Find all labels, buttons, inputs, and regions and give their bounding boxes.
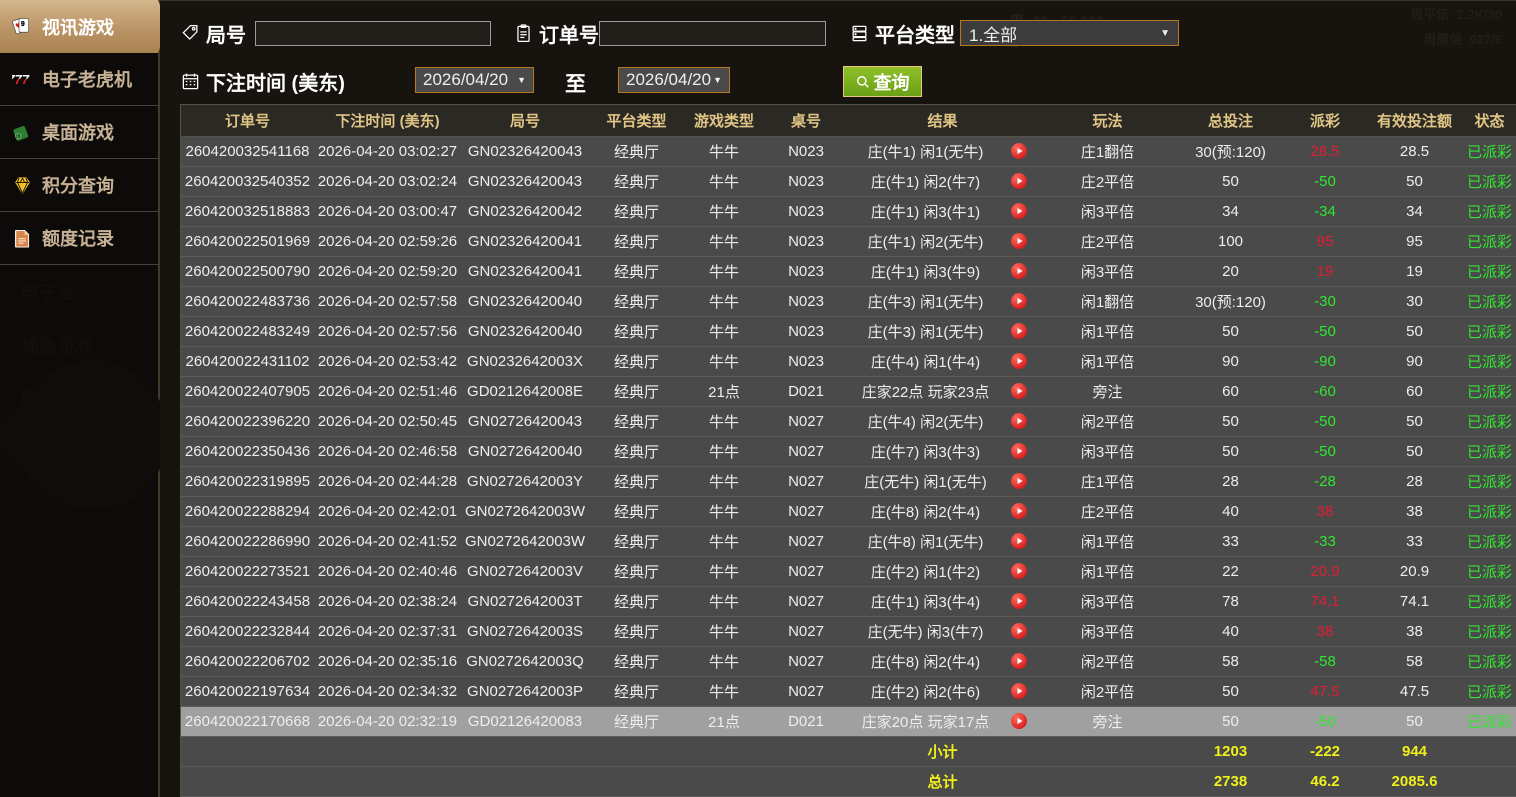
svg-text:1: 1: [17, 134, 19, 138]
svg-text:9: 9: [21, 21, 25, 28]
